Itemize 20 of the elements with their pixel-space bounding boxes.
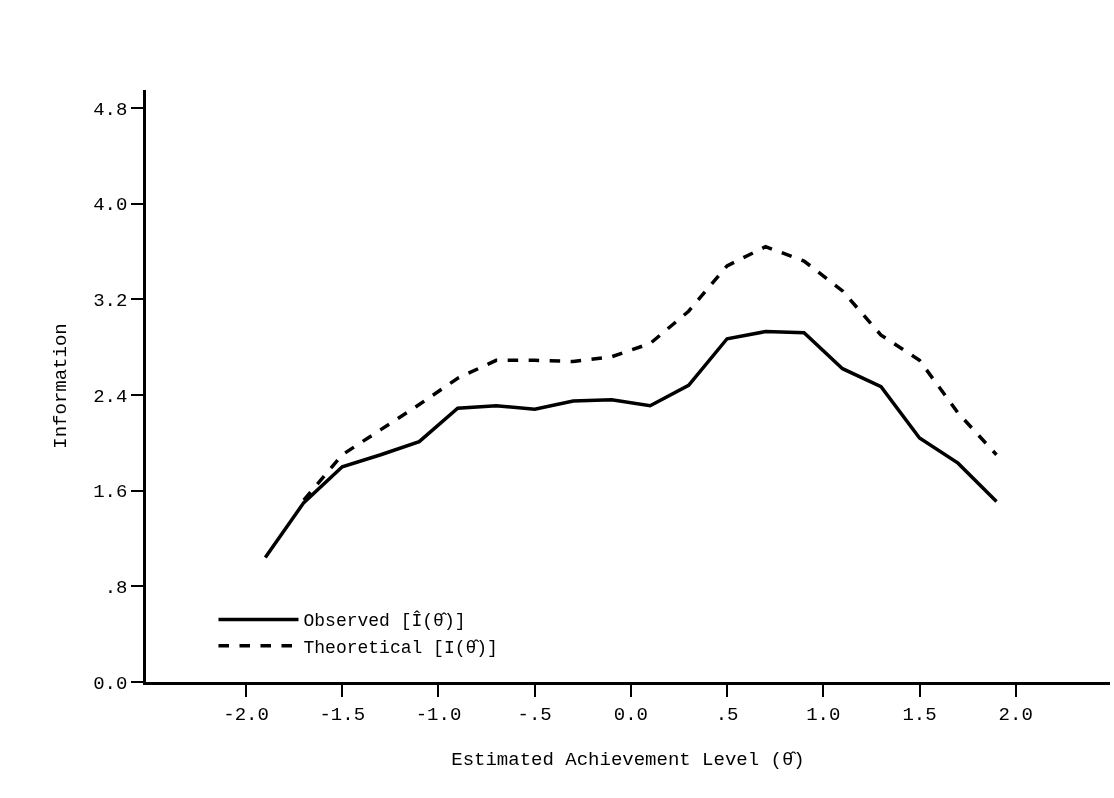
x-tick-label: -1.5 xyxy=(319,703,366,726)
legend-label: Theoretical [I(θ̂)] xyxy=(303,637,498,658)
x-axis-title: Estimated Achievement Level (θ̂) xyxy=(451,749,805,772)
x-tick-label: -2.0 xyxy=(223,703,269,726)
y-tick-label: 2.4 xyxy=(93,385,128,408)
x-tick-label: 2.0 xyxy=(998,703,1033,726)
y-tick-label: 4.0 xyxy=(93,194,128,217)
y-tick-label: .8 xyxy=(104,576,128,599)
y-tick-label: 1.6 xyxy=(93,481,128,504)
x-tick-label: 1.0 xyxy=(806,703,841,726)
y-tick-label: 4.8 xyxy=(93,98,128,121)
x-tick-label: 1.5 xyxy=(902,703,937,726)
legend-label: Observed [Î(θ̂)] xyxy=(303,610,466,632)
x-tick-label: -.5 xyxy=(517,703,552,726)
y-axis-title: Information xyxy=(50,323,73,449)
x-tick-label: -1.0 xyxy=(415,703,462,726)
x-tick-label: .5 xyxy=(715,703,739,726)
x-tick-label: 0.0 xyxy=(613,703,648,726)
y-tick-label: 3.2 xyxy=(93,289,128,312)
y-tick-label: 0.0 xyxy=(93,672,128,695)
